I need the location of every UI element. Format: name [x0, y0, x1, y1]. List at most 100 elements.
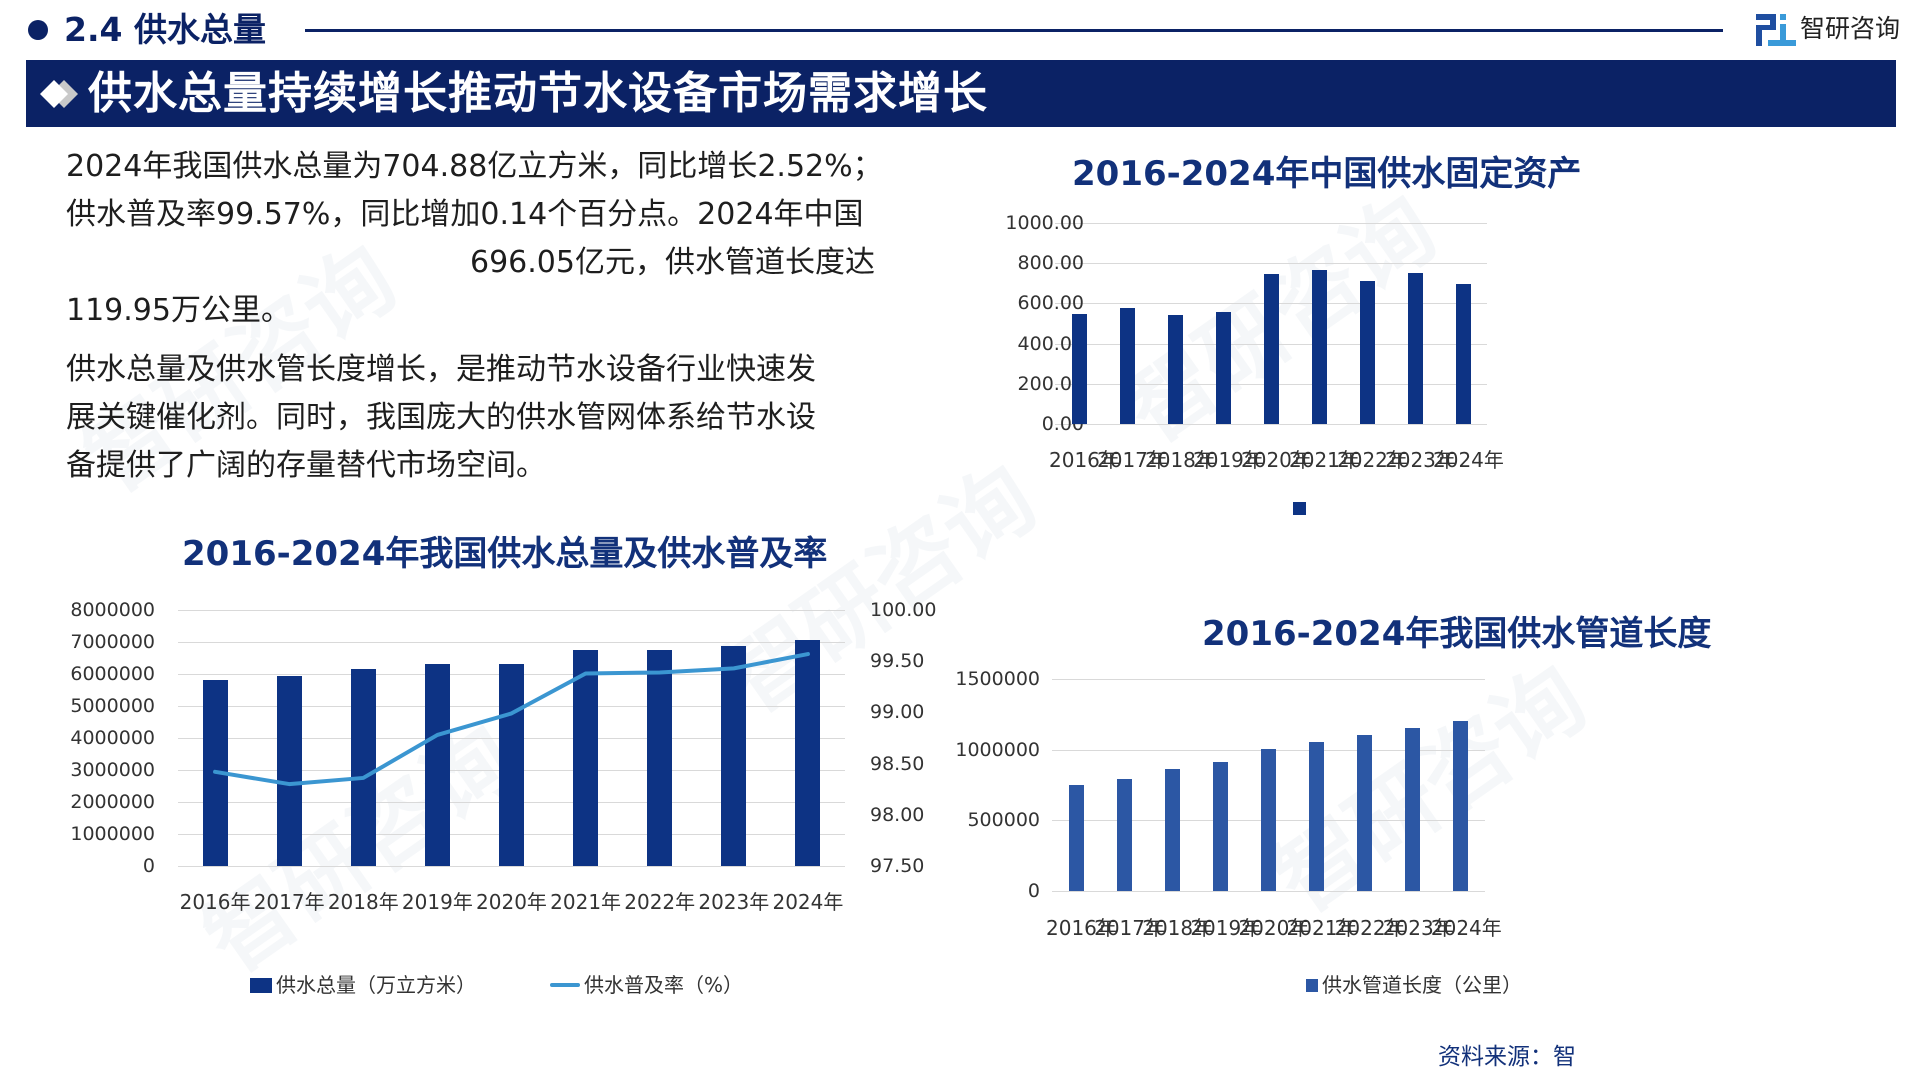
x-tick-label: 2016年 [179, 890, 251, 914]
y-tick-label: 800.00 [1017, 252, 1084, 275]
x-tick-label: 2024年 [1433, 448, 1504, 472]
y-tick-label: 0 [142, 855, 155, 877]
x-tick-label: 2019年 [401, 890, 473, 914]
x-tick-label: 2023年 [1385, 448, 1456, 472]
bar [1357, 735, 1373, 891]
legend-item-coverage-rate: 供水普及率（%） [550, 972, 743, 998]
bar [1119, 307, 1135, 424]
title-banner [26, 60, 1896, 127]
x-tick-label: 2017年 [1097, 448, 1168, 472]
y-tick-label: 200.00 [1017, 372, 1084, 395]
chart-plot-area: 8000000 7000000 6000000 5000000 4000000 30000… [0, 520, 960, 1020]
legend-item-pipeline-length: 供水管道长度（公里） [1306, 972, 1522, 998]
bar [1455, 284, 1471, 424]
chart-title: 2016-2024年中国供水固定资产 [1072, 154, 1582, 194]
bar [276, 675, 302, 866]
chart-plot-area: 1000.00 800.00 600.00 400.00 200.00 0.00 2016年… [980, 140, 1920, 540]
y-tick-label: 2000000 [70, 791, 155, 813]
x-tick-label: 2022年 [624, 890, 696, 914]
chart-plot-area: 1500000 1000000 500000 0 2016年 2017年 2018年 2019… [955, 600, 1920, 1020]
bar [573, 650, 599, 866]
bar [499, 664, 524, 866]
x-tick-label: 2018年 [1142, 916, 1214, 940]
gridline [1052, 891, 1485, 892]
y-tick-label: 0 [1027, 880, 1040, 902]
y-tick-label: 6000000 [70, 663, 155, 685]
x-tick-label: 2021年 [1286, 916, 1358, 940]
bar [647, 650, 673, 866]
bar [424, 664, 450, 866]
y-right-tick-label: 97.50 [870, 855, 925, 877]
gridline [178, 610, 845, 611]
x-tick-label: 2020年 [1238, 916, 1310, 940]
legend-swatch-line [550, 983, 580, 987]
x-tick-label: 2024年 [1430, 916, 1502, 940]
gridline [1055, 223, 1487, 224]
paragraph-line: 供水总量及供水管长度增长，是推动节水设备行业快速发 [66, 352, 816, 387]
y-tick-label: 8000000 [70, 599, 155, 621]
y-right-tick-label: 99.00 [870, 701, 925, 724]
y-tick-label: 1500000 [955, 668, 1040, 690]
x-tick-label: 2017年 [1094, 916, 1166, 940]
y-right-tick-label: 99.50 [870, 650, 925, 673]
bar [1453, 721, 1469, 891]
bar [350, 669, 376, 866]
section-bullet-icon [28, 20, 48, 40]
y-tick-label: 1000.00 [1005, 212, 1084, 234]
legend-swatch-bar [1293, 502, 1306, 515]
y-right-tick-label: 98.00 [870, 803, 925, 826]
chart-supply-total-coverage: 2016-2024年我国供水总量及供水普及率 8000000 7000000 600… [0, 520, 960, 1020]
y-tick-label: 500000 [967, 809, 1040, 832]
x-tick-label: 2018年 [1145, 448, 1216, 472]
y-tick-label: 1000000 [70, 823, 155, 845]
section-title: 2.4 供水总量 [64, 10, 266, 49]
paragraph-line: 696.05亿元，供水管道长度达 [470, 245, 875, 280]
x-tick-label: 2017年 [253, 890, 325, 914]
section-divider [305, 29, 1723, 32]
bar [1311, 269, 1327, 424]
x-tick-label: 2020年 [1241, 448, 1312, 472]
y-tick-label: 1000000 [955, 738, 1040, 761]
y-right-tick-label: 100.00 [870, 599, 937, 621]
x-tick-label: 2019年 [1190, 916, 1262, 940]
bar [1164, 769, 1180, 891]
bar [721, 645, 747, 866]
double-diamond-icon [38, 78, 82, 110]
bar [1212, 761, 1228, 891]
y-tick-label: 5000000 [70, 695, 155, 717]
bar [795, 640, 821, 866]
x-tick-label: 2020年 [476, 890, 547, 914]
gridline [1055, 424, 1487, 425]
y-right-tick-label: 98.50 [870, 752, 925, 775]
legend-label: 供水管道长度（公里） [1322, 973, 1522, 997]
banner-title: 供水总量持续增长推动节水设备市场需求增长 [88, 68, 988, 119]
y-tick-label: 3000000 [70, 759, 155, 781]
x-tick-label: 2021年 [1289, 448, 1360, 472]
bar [1116, 778, 1132, 891]
source-note: 资料来源：智 [1438, 1044, 1576, 1070]
gridline [1052, 679, 1485, 680]
chart-fixed-assets: 2016-2024年中国供水固定资产 1000.00 800.00 600.00 40… [980, 140, 1920, 540]
x-tick-label: 2018年 [327, 890, 399, 914]
bar [1215, 311, 1231, 424]
gridline [178, 642, 845, 643]
legend-label: 供水普及率（%） [584, 973, 744, 997]
bar [1309, 741, 1325, 891]
y-tick-label: 600.00 [1017, 292, 1084, 315]
gridline [1055, 263, 1487, 265]
x-tick-label: 2022年 [1334, 916, 1406, 940]
bar [1263, 273, 1279, 424]
x-tick-label: 2023年 [698, 890, 770, 914]
x-tick-label: 2022年 [1337, 448, 1408, 472]
x-tick-label: 2021年 [550, 890, 622, 914]
legend-label: 供水总量（万立方米） [276, 973, 476, 997]
bar [1167, 315, 1183, 424]
x-tick-label: 2023年 [1382, 916, 1454, 940]
x-tick-label: 2016年 [1046, 916, 1117, 940]
y-tick-label: 7000000 [70, 631, 155, 653]
gridline [178, 866, 845, 867]
paragraph-line: 展关键催化剂。同时，我国庞大的供水管网体系给节水设 [66, 400, 816, 435]
y-tick-label: 4000000 [70, 727, 155, 749]
paragraph-line: 2024年我国供水总量为704.88亿立方米，同比增长2.52%； [66, 149, 883, 184]
bar [1407, 272, 1423, 424]
